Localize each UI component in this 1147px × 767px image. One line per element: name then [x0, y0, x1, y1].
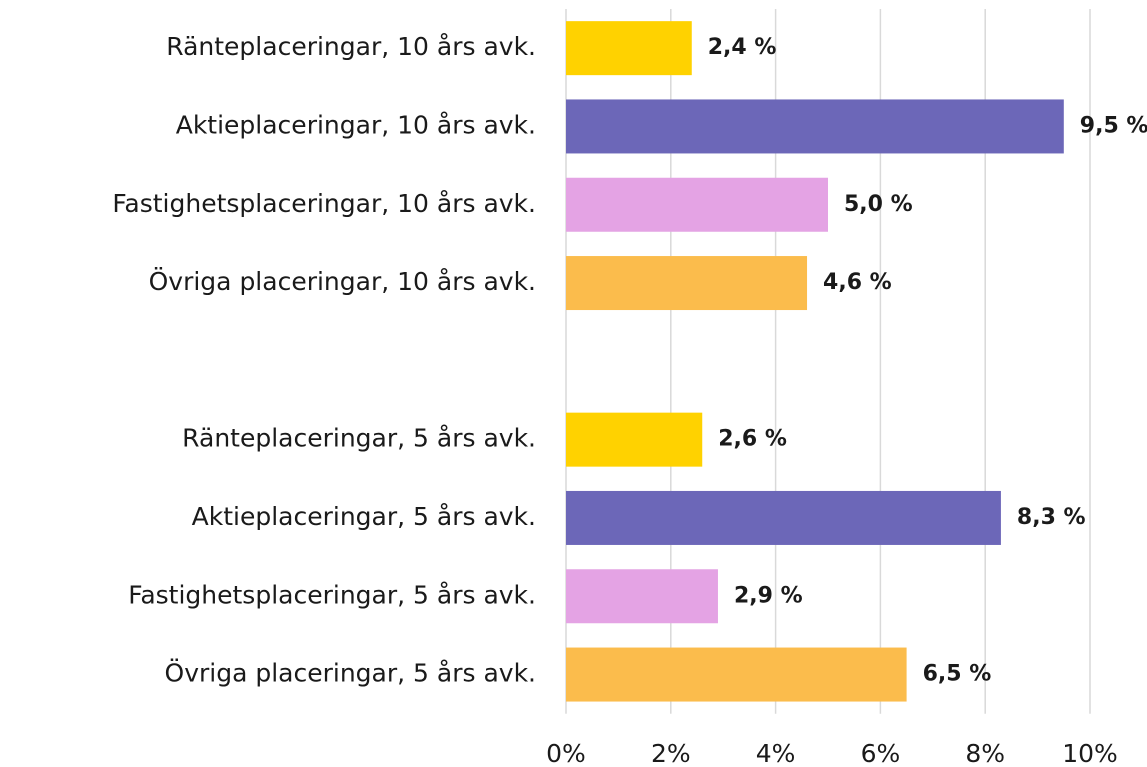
bar: [566, 569, 718, 624]
x-tick-label: 4%: [756, 739, 796, 767]
bar: [566, 647, 907, 702]
bar: [566, 256, 808, 311]
y-tick-label: Övriga placeringar, 10 års avk.: [149, 267, 536, 296]
bar: [566, 490, 1001, 545]
value-label: 6,5 %: [923, 662, 992, 687]
y-tick-label: Fastighetsplaceringar, 10 års avk.: [112, 189, 536, 218]
x-tick-label: 8%: [965, 739, 1005, 767]
y-tick-label: Aktieplaceringar, 5 års avk.: [192, 502, 536, 531]
bar: [566, 21, 692, 76]
x-tick-label: 6%: [861, 739, 901, 767]
y-tick-label: Ränteplaceringar, 10 års avk.: [166, 32, 536, 61]
value-label: 9,5 %: [1080, 113, 1147, 138]
bar: [566, 412, 703, 467]
bar: [566, 99, 1064, 154]
value-label: 2,4 %: [708, 35, 777, 60]
y-tick-label: Fastighetsplaceringar, 5 års avk.: [128, 580, 536, 609]
value-label: 2,9 %: [734, 583, 803, 608]
value-label: 4,6 %: [823, 270, 892, 295]
value-label: 2,6 %: [718, 427, 787, 452]
y-tick-label: Övriga placeringar, 5 års avk.: [165, 659, 536, 688]
bar: [566, 177, 828, 232]
x-tick-label: 0%: [546, 739, 586, 767]
value-label: 8,3 %: [1017, 505, 1086, 530]
x-tick-label: 2%: [651, 739, 691, 767]
x-tick-label: 10%: [1062, 739, 1118, 767]
y-tick-label: Aktieplaceringar, 10 års avk.: [176, 110, 536, 139]
y-tick-label: Ränteplaceringar, 5 års avk.: [182, 424, 536, 453]
value-label: 5,0 %: [844, 192, 913, 217]
